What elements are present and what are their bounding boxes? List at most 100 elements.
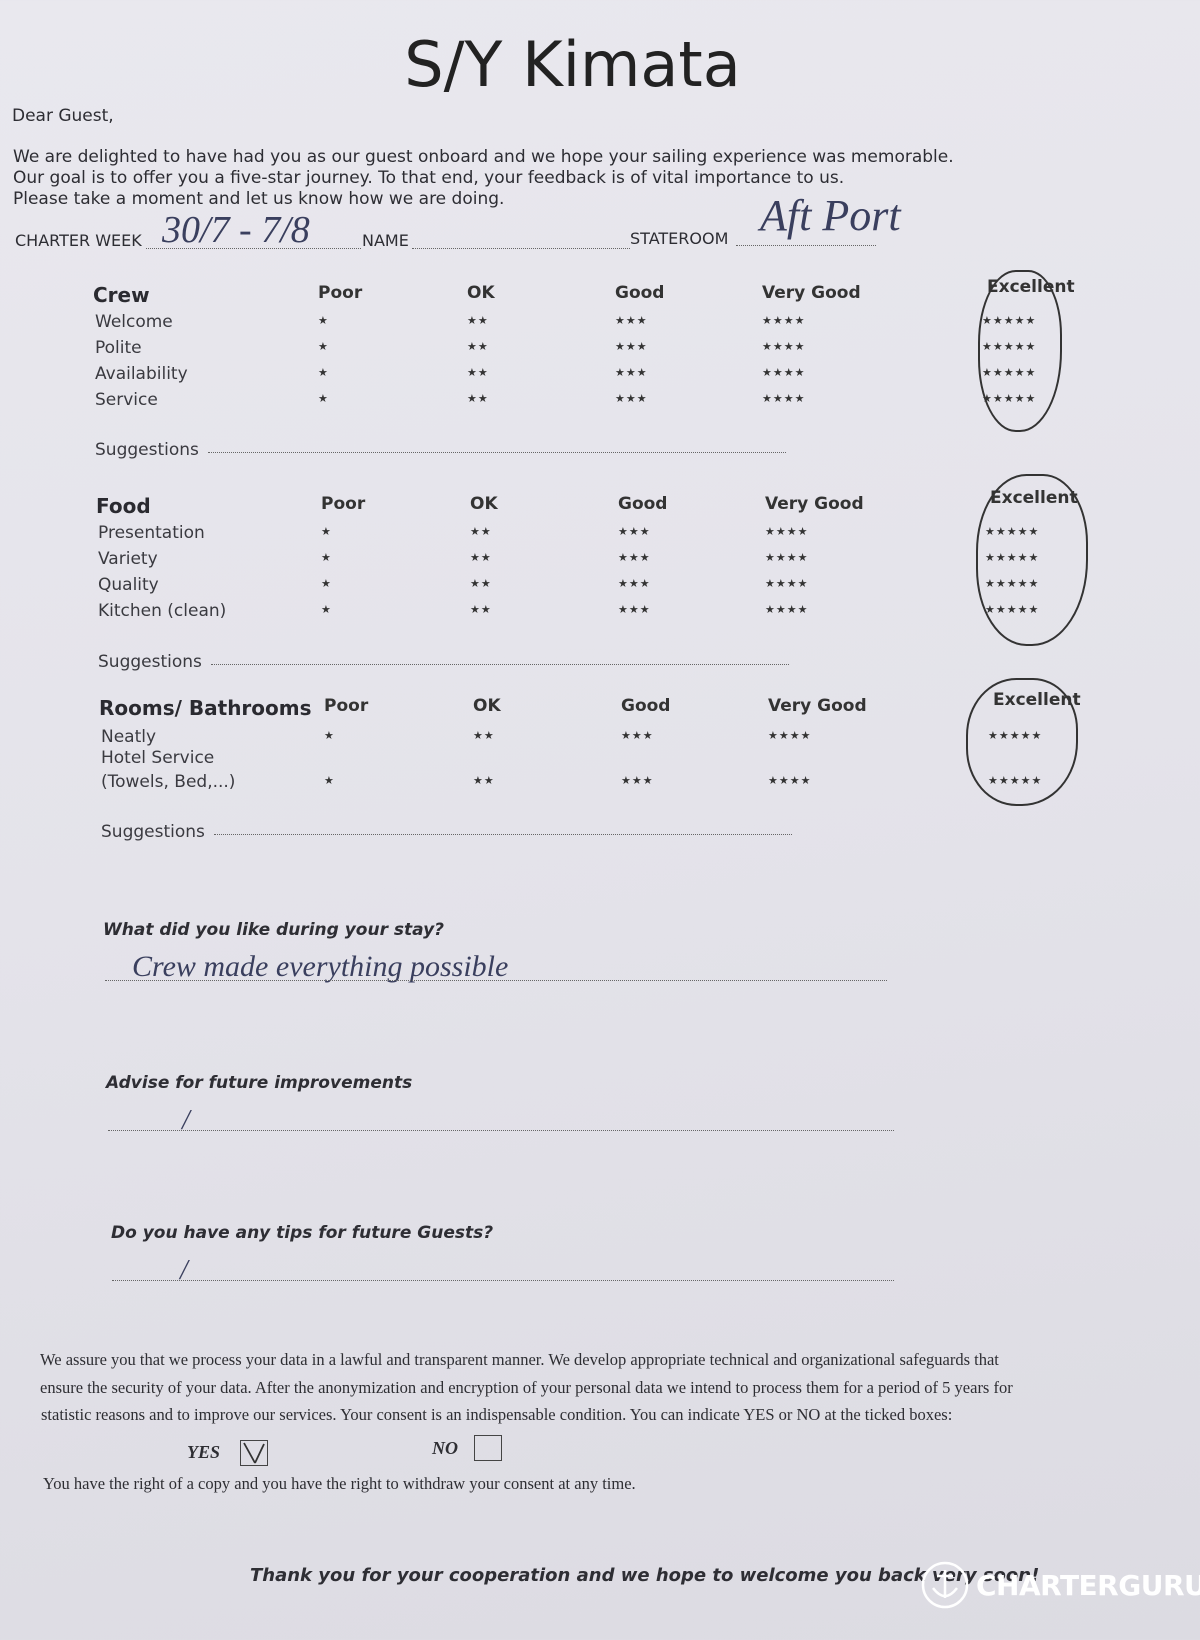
question-label: Do you have any tips for future Guests? [111,1223,494,1243]
rating-row-label: Presentation [98,523,205,543]
privacy-line: We assure you that we process your data … [40,1350,999,1369]
rating-option-4[interactable]: ★★★★ [768,729,812,742]
no-checkbox[interactable] [474,1435,502,1461]
rating-option-2[interactable]: ★★ [470,551,492,564]
rating-option-4[interactable]: ★★★★ [765,603,809,616]
question-label: What did you like during your stay? [103,920,445,940]
rating-option-4[interactable]: ★★★★ [762,314,806,327]
rating-option-1[interactable]: ★ [318,340,329,353]
suggestions-field[interactable] [208,452,786,453]
rating-row-label: Availability [95,364,188,384]
suggestions-field[interactable] [214,834,792,835]
rating-option-4[interactable]: ★★★★ [762,366,806,379]
rating-option-1[interactable]: ★ [321,525,332,538]
rating-option-4[interactable]: ★★★★ [765,525,809,538]
rating-option-3[interactable]: ★★★ [621,729,654,742]
suggestions-label: Suggestions [101,822,205,842]
selection-circle [966,678,1078,806]
rating-option-1[interactable]: ★ [318,314,329,327]
rating-option-1[interactable]: ★ [321,551,332,564]
no-label: NO [432,1438,458,1458]
yes-checkbox[interactable] [240,1440,268,1466]
suggestions-field[interactable] [211,664,789,665]
rating-row-label: Kitchen (clean) [98,601,227,621]
question-answer[interactable]: / [180,1255,188,1286]
rating-row-label: Hotel Service [101,748,215,768]
name-label: NAME [362,231,409,250]
rating-option-3[interactable]: ★★★ [618,577,651,590]
intro-line: We are delighted to have had you as our … [13,147,954,167]
section-title: Food [96,494,151,518]
intro-line: Please take a moment and let us know how… [13,189,505,209]
rating-option-2[interactable]: ★★ [470,577,492,590]
rating-column-header: Poor [324,696,369,716]
suggestions-label: Suggestions [95,440,199,460]
stateroom-value[interactable]: Aft Port [760,191,901,240]
rating-row-label: Polite [95,338,142,358]
rating-option-3[interactable]: ★★★ [615,314,648,327]
rating-option-3[interactable]: ★★★ [615,392,648,405]
watermark-text: CHARTERGURU [976,1568,1200,1602]
rating-option-1[interactable]: ★ [321,603,332,616]
rating-column-header: Very Good [768,696,867,716]
rating-row-label: Neatly [101,727,157,747]
rating-option-3[interactable]: ★★★ [618,603,651,616]
rating-column-header: Good [621,696,671,716]
page-title: S/Y Kimata [404,28,741,101]
rating-option-2[interactable]: ★★ [467,392,489,405]
rating-row-label: Variety [98,549,158,569]
rights-text: You have the right of a copy and you hav… [43,1474,636,1493]
charter-week-label: CHARTER WEEK [15,231,142,250]
anchor-logo-icon [921,1561,969,1609]
selection-circle [976,474,1088,646]
rating-option-2[interactable]: ★★ [470,603,492,616]
rating-option-4[interactable]: ★★★★ [765,551,809,564]
thanks-text: Thank you for your cooperation and we ho… [250,1565,1040,1586]
rating-option-1[interactable]: ★ [321,577,332,590]
rating-column-header: Poor [318,283,363,303]
rating-row-label: (Towels, Bed,...) [101,772,236,792]
question-label: Advise for future improvements [106,1073,413,1093]
rating-option-2[interactable]: ★★ [473,774,495,787]
name-field[interactable] [412,248,630,249]
rating-column-header: OK [467,283,495,303]
rating-column-header: Poor [321,494,366,514]
rating-option-2[interactable]: ★★ [470,525,492,538]
rating-option-4[interactable]: ★★★★ [762,392,806,405]
privacy-line: statistic reasons and to improve our ser… [41,1405,953,1424]
check-mark-icon [243,1442,265,1464]
rating-option-2[interactable]: ★★ [467,340,489,353]
rating-option-3[interactable]: ★★★ [615,366,648,379]
rating-option-1[interactable]: ★ [318,366,329,379]
section-title: Rooms/ Bathrooms [99,696,312,720]
rating-column-header: Very Good [762,283,861,303]
rating-option-4[interactable]: ★★★★ [765,577,809,590]
charter-week-value[interactable]: 30/7 - 7/8 [162,209,310,251]
rating-option-4[interactable]: ★★★★ [762,340,806,353]
rating-option-3[interactable]: ★★★ [615,340,648,353]
rating-option-1[interactable]: ★ [324,729,335,742]
rating-column-header: OK [470,494,498,514]
greeting: Dear Guest, [12,106,114,126]
stateroom-label: STATEROOM [630,229,729,248]
suggestions-label: Suggestions [98,652,202,672]
rating-option-4[interactable]: ★★★★ [768,774,812,787]
rating-column-header: Good [615,283,665,303]
question-answer[interactable]: Crew made everything possible [132,950,509,983]
rating-row-label: Welcome [95,312,173,332]
watermark-logo: CHARTERGURU [920,1560,1200,1610]
rating-option-2[interactable]: ★★ [467,314,489,327]
section-title: Crew [93,283,150,307]
question-answer[interactable]: / [182,1105,190,1136]
rating-option-3[interactable]: ★★★ [621,774,654,787]
rating-option-2[interactable]: ★★ [467,366,489,379]
rating-option-1[interactable]: ★ [318,392,329,405]
rating-column-header: OK [473,696,501,716]
intro-line: Our goal is to offer you a five-star jou… [13,168,845,188]
rating-option-2[interactable]: ★★ [473,729,495,742]
rating-row-label: Quality [98,575,159,595]
privacy-line: ensure the security of your data. After … [40,1378,1013,1397]
rating-option-1[interactable]: ★ [324,774,335,787]
rating-option-3[interactable]: ★★★ [618,525,651,538]
rating-option-3[interactable]: ★★★ [618,551,651,564]
